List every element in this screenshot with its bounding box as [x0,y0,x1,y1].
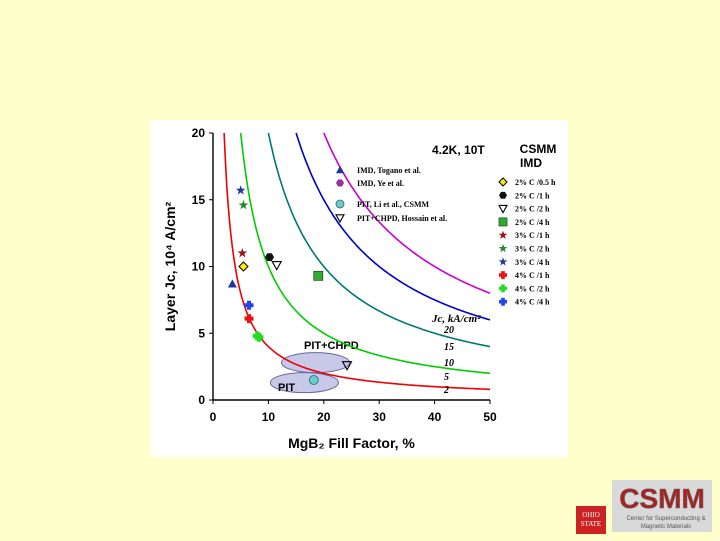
csmm-legend-label: 3% C /1 h [515,231,550,240]
y-tick-label: 20 [192,126,206,140]
logo-graphic: OHIO STATE CSMM Center for Superconducti… [576,480,712,534]
csmm-legend-marker [499,271,508,280]
csmm-legend-label: 3% C /2 h [515,245,550,254]
csmm-legend-marker [498,204,508,214]
csmm-legend-label: 4% C /4 h [515,298,550,307]
data-point [237,247,248,258]
region-pit [269,372,339,394]
y-tick-label: 0 [198,393,205,407]
y-axis-label: Layer Jc, 10⁴ A/cm² [162,201,178,331]
csmm-legend-label: 2% C /0.5 h [515,178,556,187]
csmm-legend-marker [498,257,508,266]
data-point [238,199,249,210]
y-tick-label: 5 [198,326,205,340]
chart-figure [151,120,568,457]
x-axis-label: MgB₂ Fill Factor, % [288,435,415,451]
legend-marker [335,199,345,209]
legend-marker [336,179,344,187]
condition-label: 4.2K, 10T [432,143,485,157]
literature-legend-label: IMD, Togano et al. [357,166,421,175]
literature-legend-label: PIT+CHPD, Hossain et al. [357,214,447,223]
x-tick-label: 20 [317,410,331,424]
x-tick-label: 40 [428,410,442,424]
data-point [227,279,237,288]
csmm-legend-title: CSMM [520,142,557,156]
y-tick-label: 10 [192,260,206,274]
literature-legend-label: PIT, Li et al., CSMM [357,200,430,209]
curve-label-15: 15 [444,342,454,353]
csmm-legend-marker [499,191,507,199]
curve-jc-10 [267,132,491,348]
csmm-legend-label: 4% C /1 h [515,271,550,280]
svg-text:STATE: STATE [581,520,601,528]
csmm-legend-label: 3% C /4 h [515,258,550,267]
svg-text:OHIO: OHIO [582,511,600,519]
curve-jc-2 [223,132,490,391]
csmm-legend-label: 4% C /2 h [515,284,550,293]
csmm-legend-subtitle: IMD [520,156,542,170]
data-point [238,261,249,272]
x-tick-label: 0 [210,410,217,424]
data-point [265,253,275,262]
data-point [252,331,262,341]
csmm-legend-label: 2% C /1 h [515,191,550,200]
data-point [235,185,246,195]
curve-label-2: 2 [443,385,449,396]
legend-marker [335,214,345,224]
curve-jc-20 [323,132,491,294]
csmm-legend-label: 2% C /4 h [515,218,550,227]
csmm-legend-marker [498,177,508,187]
data-point [308,375,319,385]
data-point [341,361,353,371]
data-point [244,314,254,324]
region-pit-chpd [280,352,350,374]
csmm-legend-label: 2% C /2 h [515,205,550,214]
data-point [313,270,324,281]
y-tick-label: 15 [192,193,206,207]
svg-text:CSMM: CSMM [619,483,705,514]
curve-set-label: Jc, kA/cm² [431,313,481,325]
x-tick-label: 50 [483,410,497,424]
csmm-legend-marker [499,297,508,306]
csmm-legend-marker [498,243,508,253]
logo-tagline-2: Magnetic Materials [641,524,691,530]
region-pit-label: PIT [278,382,295,394]
x-tick-label: 10 [262,410,276,424]
legend-marker [336,166,344,174]
literature-legend-label: IMD, Ye et al. [357,179,404,188]
curve-label-10: 10 [444,358,454,369]
csmm-legend-marker [499,284,508,293]
curve-label-5: 5 [444,372,449,383]
csmm-logo: OHIO STATE CSMM Center for Superconducti… [574,476,714,536]
data-point [271,261,283,271]
csmm-legend-marker [498,230,508,239]
curve-jc-5 [239,132,491,375]
region-pit-chpd-label: PIT+CHPD [304,340,359,352]
x-tick-label: 30 [373,410,387,424]
data-point [244,300,254,310]
curve-label-20: 20 [443,325,454,336]
logo-tagline-1: Center for Superconducting & [626,516,705,522]
curve-jc-15 [295,132,491,321]
csmm-legend-marker [498,217,508,227]
